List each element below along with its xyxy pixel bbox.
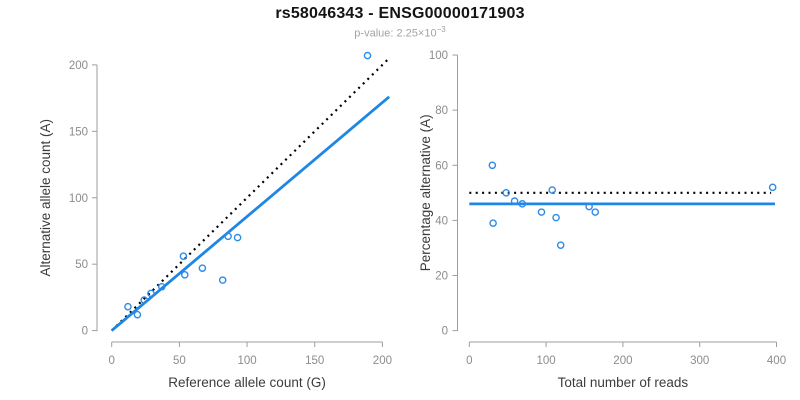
figure-subtitle: p-value: 2.25×10−3: [0, 25, 800, 40]
y-tick-label: 100: [69, 193, 88, 205]
data-point: [502, 189, 510, 197]
y-axis-title: Percentage alternative (A): [418, 114, 433, 271]
data-point: [363, 51, 372, 60]
x-tick-label: 400: [767, 355, 786, 367]
y-axis-title: Alternative allele count (A): [38, 119, 53, 277]
data-point: [556, 241, 565, 249]
x-tick-label: 200: [613, 355, 632, 367]
x-tick-label: 200: [373, 355, 392, 367]
pvalue-value: 2.25×10: [396, 27, 437, 40]
x-tick-label: 0: [108, 355, 114, 367]
data-point: [224, 232, 232, 241]
x-tick-label: 150: [305, 355, 324, 367]
data-point: [233, 233, 242, 242]
x-axis-title: Reference allele count (G): [168, 375, 326, 390]
data-point: [591, 208, 600, 216]
data-point: [489, 219, 497, 227]
pvalue-label: p-value:: [354, 27, 397, 40]
data-point: [548, 186, 557, 194]
allele-count-scatter-plot: 0 50 100 150 200 0 50 100 150 200 Reference allele…: [38, 51, 392, 390]
data-point: [147, 289, 155, 298]
data-point: [510, 197, 519, 205]
x-tick-label: 50: [173, 355, 186, 367]
y-tick-label: 0: [82, 326, 88, 338]
y-tick-label: 40: [435, 215, 448, 227]
x-tick-label: 300: [690, 355, 709, 367]
data-point: [768, 183, 777, 192]
y-tick-label: 60: [435, 160, 448, 172]
data-point: [198, 264, 207, 272]
data-point: [537, 208, 546, 216]
data-point: [124, 302, 132, 311]
data-point: [140, 296, 148, 304]
figure-title: rs58046343 - ENSG00000171903: [275, 5, 525, 22]
x-axis-title: Total number of reads: [558, 375, 689, 390]
data-point: [552, 213, 560, 222]
data-point: [133, 310, 142, 319]
y-tick-label: 80: [435, 105, 448, 117]
pvalue-exponent: −3: [436, 25, 446, 34]
data-point: [179, 252, 188, 261]
y-tick-label: 100: [429, 50, 448, 62]
y-tick-label: 0: [442, 326, 448, 338]
data-point: [157, 282, 166, 291]
x-tick-label: 100: [237, 355, 256, 367]
data-point: [488, 161, 497, 170]
x-tick-label: 0: [466, 355, 472, 367]
reference-dotted-line: [110, 57, 390, 332]
data-point: [180, 271, 189, 279]
data-point: [218, 276, 227, 284]
y-tick-label: 200: [69, 60, 88, 72]
y-tick-label: 50: [75, 259, 88, 271]
fit-line: [110, 95, 391, 332]
x-tick-label: 100: [537, 355, 556, 367]
y-tick-label: 20: [435, 270, 448, 282]
y-tick-label: 150: [69, 126, 88, 138]
data-point: [585, 202, 593, 211]
data-point: [518, 200, 527, 208]
